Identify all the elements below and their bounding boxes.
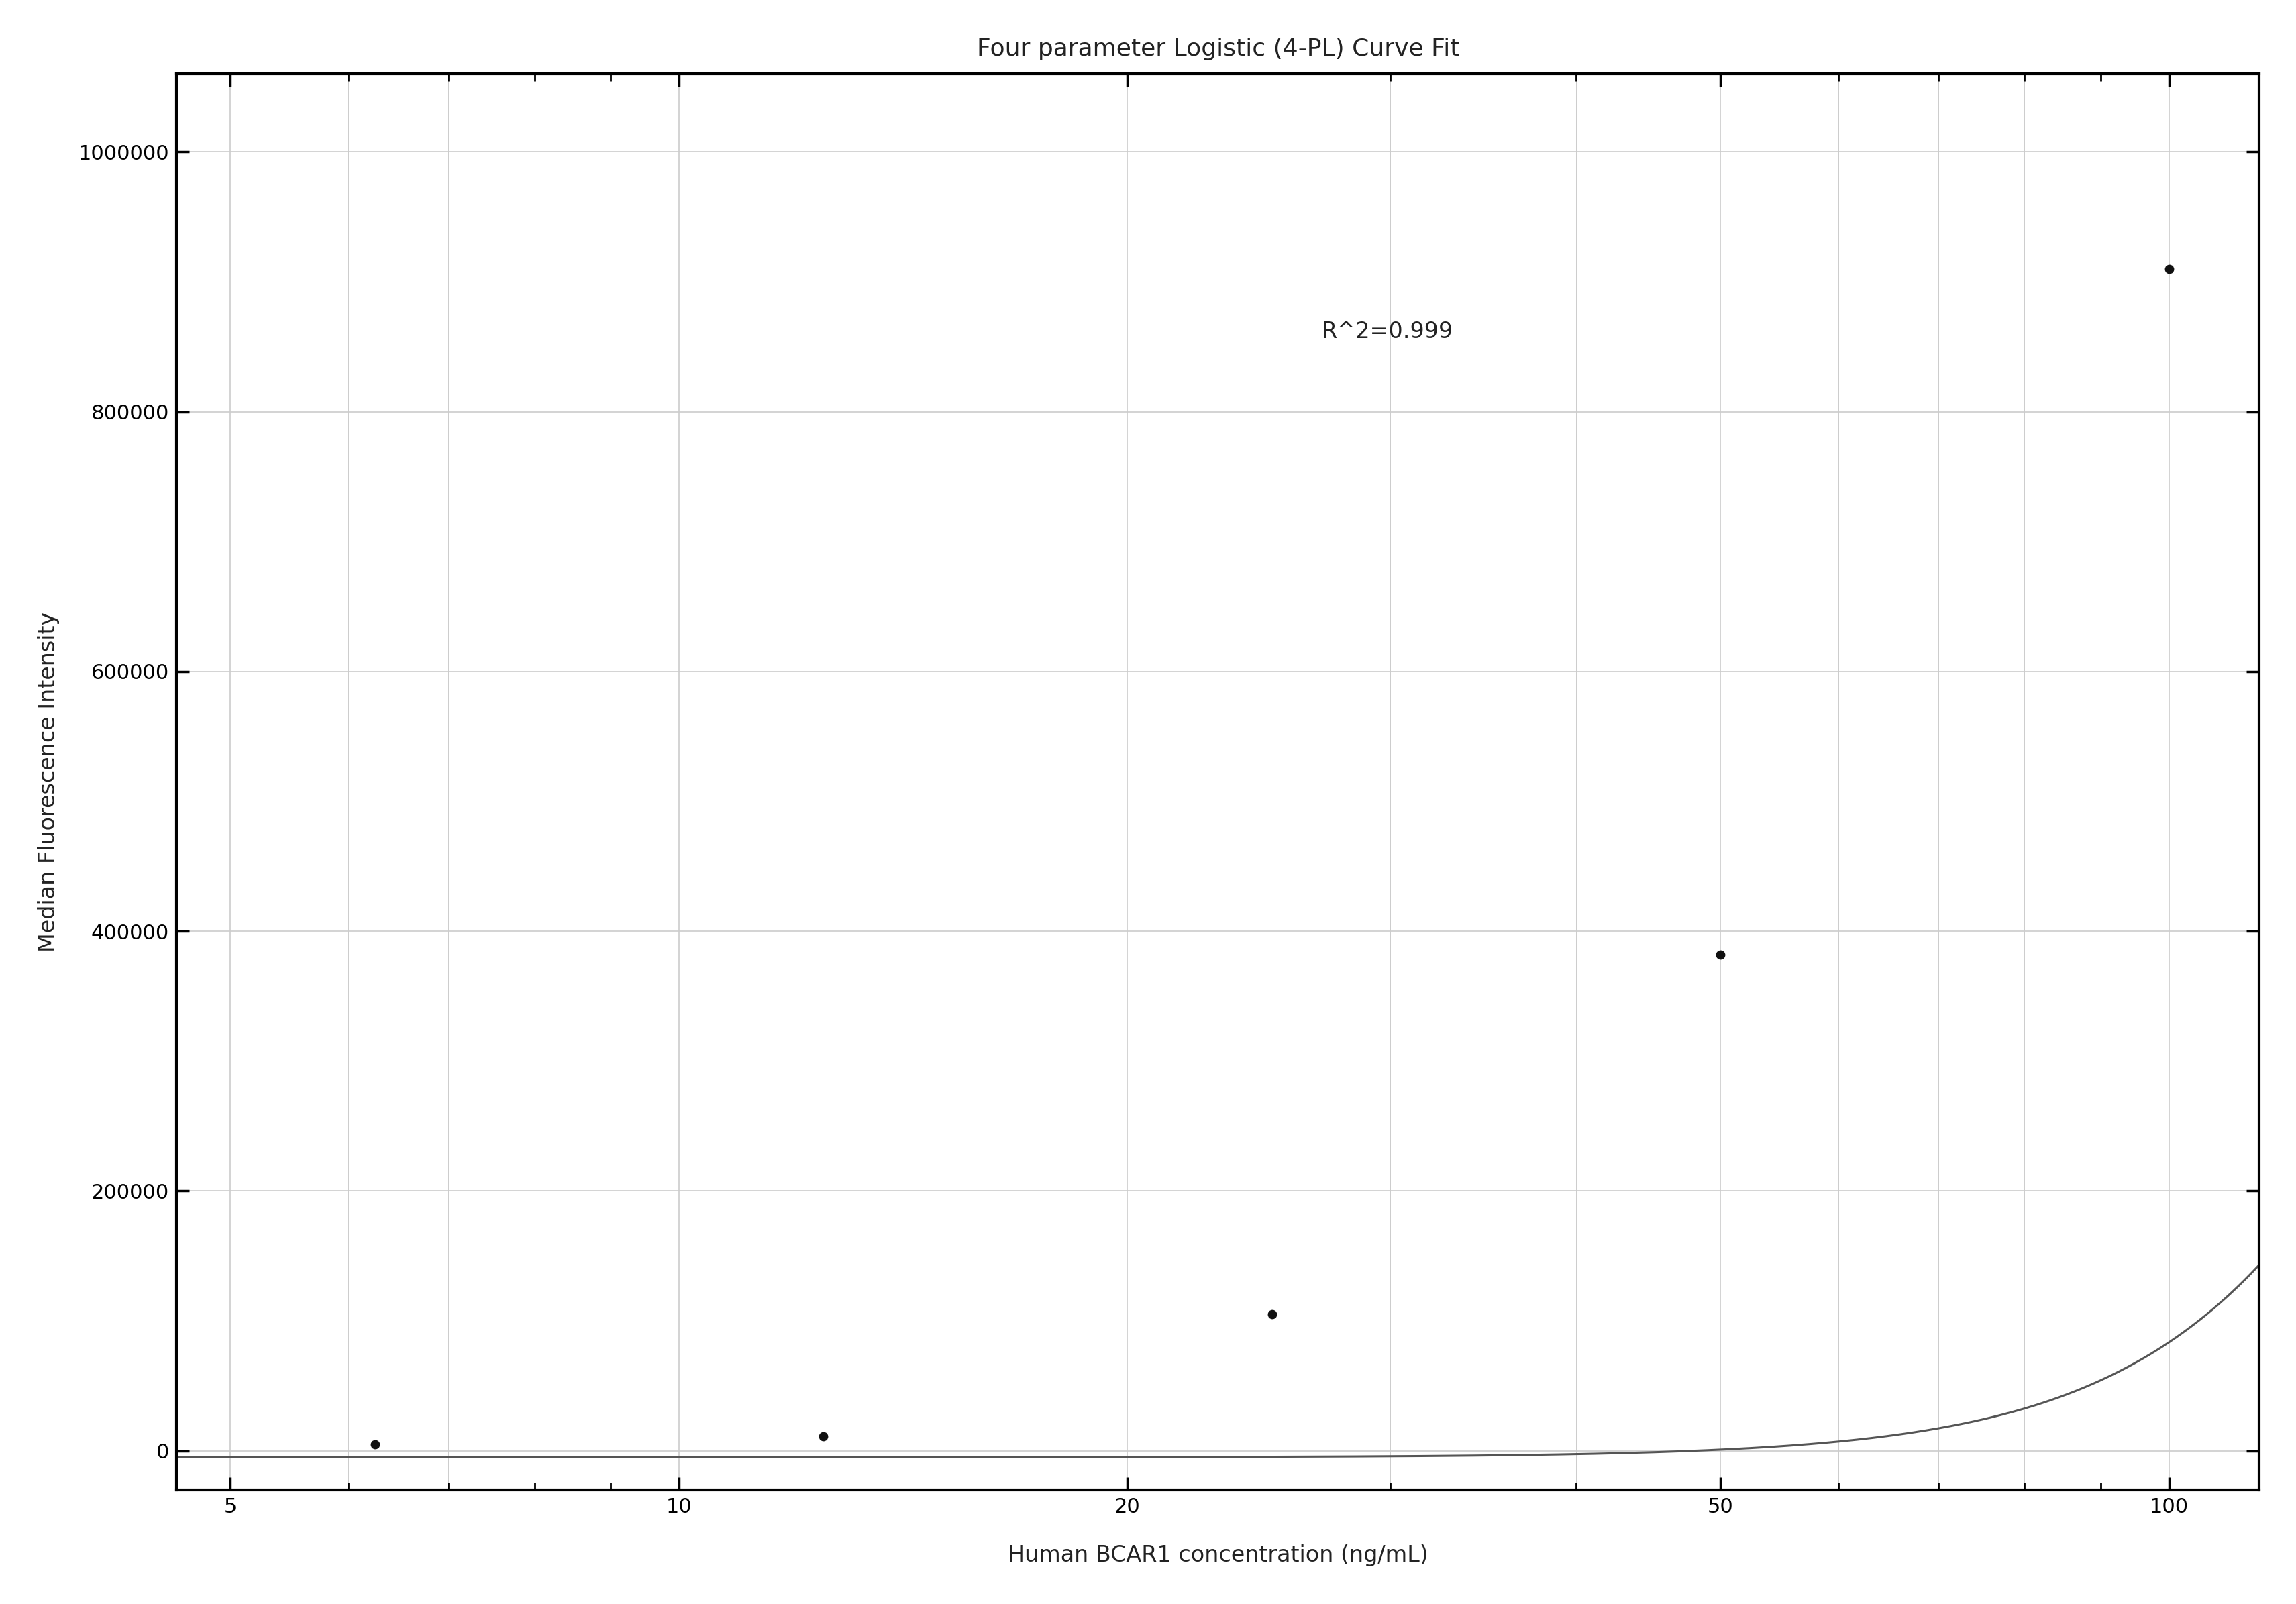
X-axis label: Human BCAR1 concentration (ng/mL): Human BCAR1 concentration (ng/mL) <box>1008 1545 1428 1567</box>
Point <box>356 1431 393 1456</box>
Title: Four parameter Logistic (4-PL) Curve Fit: Four parameter Logistic (4-PL) Curve Fit <box>976 37 1458 59</box>
Text: R^2=0.999: R^2=0.999 <box>1320 321 1453 343</box>
Y-axis label: Median Fluorescence Intensity: Median Fluorescence Intensity <box>37 611 60 953</box>
Point <box>806 1424 843 1450</box>
Point <box>2149 257 2186 282</box>
Point <box>1254 1301 1290 1327</box>
Point <box>1701 942 1738 967</box>
